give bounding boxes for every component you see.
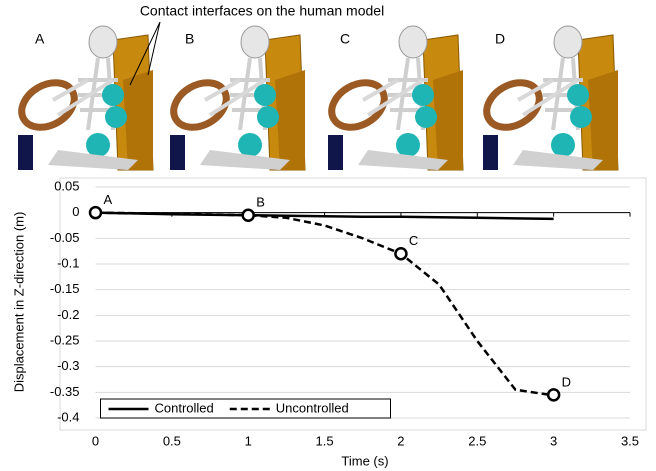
panel-label: B	[185, 31, 194, 47]
y-tick-label: -0.15	[50, 281, 80, 296]
point-label: C	[409, 233, 418, 248]
point-label: B	[256, 195, 265, 210]
x-tick-label: 0.5	[163, 433, 181, 448]
point-label: D	[562, 374, 571, 389]
annotation: Contact interfaces on the human model	[140, 3, 384, 19]
x-tick-label: 0	[92, 433, 99, 448]
x-tick-label: 2.5	[468, 433, 486, 448]
x-axis-title: Time (s)	[341, 453, 388, 468]
point-label: A	[104, 192, 113, 207]
y-tick-label: 0.05	[54, 178, 79, 193]
model-images	[14, 20, 618, 178]
y-tick-label: -0.4	[57, 409, 79, 424]
y-tick-label: -0.35	[50, 384, 80, 399]
point-marker	[394, 246, 408, 261]
x-tick-label: 3.5	[621, 433, 639, 448]
x-tick-label: 3	[550, 433, 557, 448]
x-tick-label: 1.5	[316, 433, 334, 448]
point-marker	[88, 205, 103, 220]
x-tick-label: 1	[245, 433, 252, 448]
y-tick-label: 0	[72, 204, 79, 219]
panel-label: D	[495, 31, 505, 47]
point-marker	[546, 388, 561, 402]
y-tick-label: -0.25	[50, 332, 80, 347]
plot-frame	[59, 177, 647, 431]
y-tick-label: -0.3	[57, 358, 79, 373]
y-tick-label: -0.05	[50, 230, 80, 245]
series-line	[95, 211, 554, 397]
annotation-arrow	[129, 21, 161, 86]
legend-label: Controlled	[155, 400, 214, 415]
x-tick-label: 2	[397, 433, 404, 448]
y-tick-label: -0.2	[57, 307, 79, 322]
y-axis-title: Displacement in Z-direction (m)	[11, 212, 26, 393]
point-marker	[241, 208, 255, 222]
panel-label: C	[340, 31, 350, 47]
panel-label: A	[35, 31, 45, 47]
legend-label: Uncontrolled	[276, 400, 349, 415]
y-tick-label: -0.1	[57, 255, 79, 270]
